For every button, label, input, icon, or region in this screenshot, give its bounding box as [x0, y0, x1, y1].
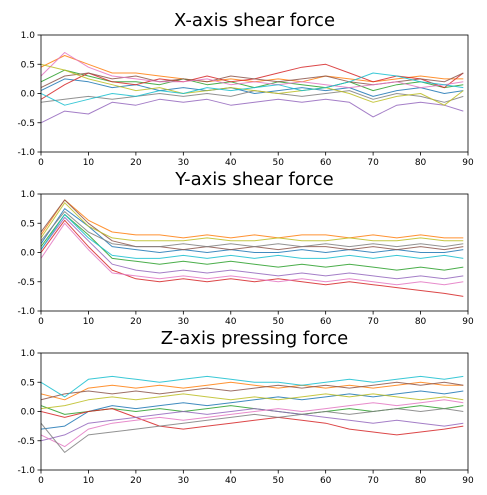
series-line-2 [41, 55, 464, 83]
x-tick-label: 50 [272, 158, 284, 168]
series-line-2 [41, 199, 464, 239]
x-tick-label: 20 [130, 476, 142, 486]
x-tick-label: 90 [462, 476, 474, 486]
y-tick-label: -0.5 [17, 437, 35, 447]
chart-title: Z-axis pressing force [161, 328, 348, 349]
x-tick-label: 20 [130, 158, 142, 168]
chart-title: X-axis shear force [174, 10, 335, 31]
x-tick-label: 40 [225, 476, 237, 486]
x-tick-label: 0 [38, 317, 44, 327]
y-tick-label: -1.0 [17, 466, 35, 476]
series-line-8 [41, 408, 464, 453]
series-line-7 [41, 399, 464, 448]
y-tick-label: 0.0 [21, 408, 36, 418]
y-tick-label: 0.5 [21, 60, 35, 70]
chart-panel-2: Y-axis shear force 0 10 20 30 40 50 60 70 80 90 -1.… [17, 169, 474, 327]
chart-panel-3: Z-axis pressing force 0 10 20 30 40 50 60 70 80 90… [17, 328, 474, 486]
series-group [41, 52, 464, 124]
series-line-5 [41, 98, 464, 124]
x-tick-label: 30 [178, 317, 190, 327]
y-tick-label: 1.0 [21, 31, 36, 41]
y-tick-label: 1.0 [21, 349, 36, 359]
series-line-6 [41, 381, 464, 401]
x-tick-label: 60 [320, 158, 332, 168]
x-tick-label: 30 [178, 158, 190, 168]
chart-panel-1: X-axis shear force 0 10 20 30 40 50 60 70 80 90 -1.… [17, 10, 474, 168]
x-tick-label: 90 [462, 158, 474, 168]
series-line-6 [41, 199, 464, 251]
y-tick-label: -1.0 [17, 307, 35, 317]
x-tick-label: 20 [130, 317, 142, 327]
x-tick-label: 0 [38, 158, 44, 168]
y-tick-label: 0.5 [21, 219, 35, 229]
x-tick-label: 60 [320, 317, 332, 327]
series-line-7 [41, 52, 464, 89]
x-tick-label: 70 [367, 317, 379, 327]
x-tick-label: 10 [83, 317, 95, 327]
series-line-5 [41, 216, 464, 280]
series-line-1 [41, 78, 464, 97]
x-tick-label: 50 [272, 317, 284, 327]
x-tick-label: 40 [225, 158, 237, 168]
chart-title: Y-axis shear force [174, 169, 333, 190]
y-tick-label: 1.0 [21, 190, 36, 200]
y-tick-label: -0.5 [17, 278, 35, 288]
series-line-9 [41, 63, 464, 106]
series-line-1 [41, 390, 464, 430]
series-line-10 [41, 214, 464, 259]
x-tick-label: 70 [367, 476, 379, 486]
series-line-5 [41, 408, 464, 442]
y-tick-label: 0.5 [21, 378, 35, 388]
x-tick-label: 80 [415, 158, 427, 168]
x-tick-label: 90 [462, 317, 474, 327]
y-tick-label: -1.0 [17, 148, 35, 158]
x-tick-label: 10 [83, 476, 95, 486]
series-line-8 [41, 211, 464, 248]
x-tick-label: 50 [272, 476, 284, 486]
series-line-3 [41, 214, 464, 271]
x-tick-label: 30 [178, 476, 190, 486]
series-line-9 [41, 202, 464, 242]
series-line-10 [41, 72, 464, 106]
series-group [41, 375, 464, 453]
series-line-4 [41, 408, 464, 436]
y-tick-label: 0.0 [21, 90, 36, 100]
y-tick-label: 0.0 [21, 249, 36, 259]
series-line-2 [41, 381, 464, 401]
series-line-9 [41, 393, 464, 410]
x-tick-label: 80 [415, 476, 427, 486]
x-tick-label: 80 [415, 317, 427, 327]
series-group [41, 199, 464, 297]
series-line-7 [41, 222, 464, 286]
series-line-10 [41, 375, 464, 398]
x-tick-label: 0 [38, 476, 44, 486]
x-tick-label: 10 [83, 158, 95, 168]
x-tick-label: 70 [367, 158, 379, 168]
series-line-4 [41, 219, 464, 297]
x-tick-label: 60 [320, 476, 332, 486]
y-tick-label: -0.5 [17, 119, 35, 129]
x-tick-label: 40 [225, 317, 237, 327]
